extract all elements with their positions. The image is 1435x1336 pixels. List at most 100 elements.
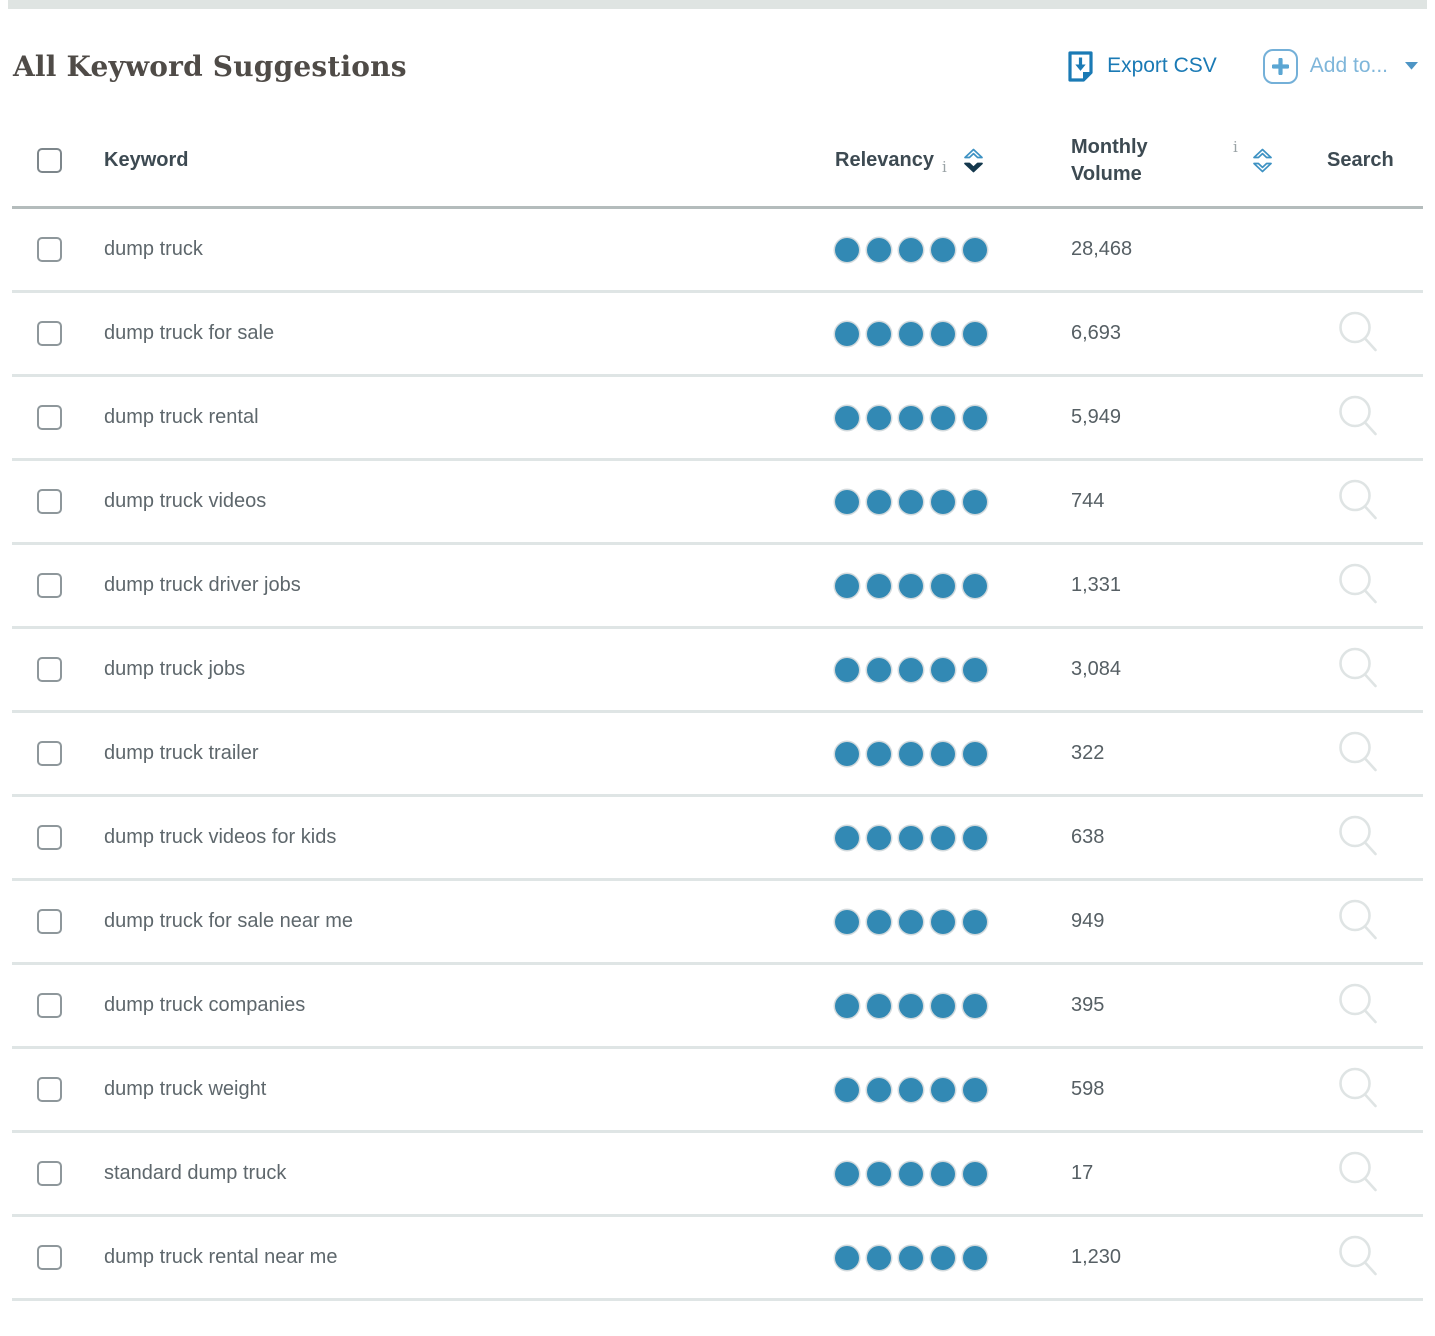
relevancy-dot	[867, 741, 891, 766]
search-keyword-button[interactable]	[1336, 730, 1380, 777]
row-checkbox[interactable]	[37, 1161, 62, 1186]
search-icon	[1339, 395, 1377, 436]
table-header-row: Keyword Relevancy i Monthly Volume i	[12, 115, 1423, 209]
keyword-label: dump truck videos for kids	[104, 826, 337, 848]
table-row: dump truck videos 744	[12, 461, 1423, 545]
relevancy-dot	[963, 909, 987, 934]
search-keyword-button[interactable]	[1336, 562, 1380, 609]
relevancy-dot	[931, 1077, 955, 1102]
monthly-volume-sort-control[interactable]	[1252, 147, 1273, 174]
table-row: dump truck companies 395	[12, 965, 1423, 1049]
search-keyword-button[interactable]	[1336, 1066, 1380, 1113]
row-checkbox[interactable]	[37, 657, 62, 682]
relevancy-dot	[931, 237, 955, 262]
search-icon	[1339, 899, 1377, 940]
relevancy-dot	[899, 993, 923, 1018]
search-keyword-button[interactable]	[1336, 982, 1380, 1029]
row-checkbox[interactable]	[37, 1077, 62, 1102]
table-body: dump truck 28,468 dump truck for sale	[12, 209, 1423, 1301]
relevancy-dot	[835, 1161, 859, 1186]
relevancy-dot	[867, 237, 891, 262]
monthly-volume-value: 17	[1071, 1162, 1094, 1184]
row-checkbox[interactable]	[37, 489, 62, 514]
search-icon	[1339, 563, 1377, 604]
search-keyword-button[interactable]	[1336, 1150, 1380, 1197]
search-column-header: Search	[1327, 149, 1394, 171]
relevancy-dot	[835, 237, 859, 262]
relevancy-dots	[835, 909, 987, 934]
relevancy-dots	[835, 237, 987, 262]
relevancy-dot	[963, 1245, 987, 1270]
relevancy-sort-control[interactable]	[963, 147, 984, 174]
search-icon	[1339, 311, 1377, 352]
search-icon	[1339, 479, 1377, 520]
table-row: dump truck for sale 6,693	[12, 293, 1423, 377]
relevancy-dot	[867, 909, 891, 934]
row-checkbox[interactable]	[37, 237, 62, 262]
search-keyword-button[interactable]	[1336, 646, 1380, 693]
monthly-volume-value: 638	[1071, 826, 1105, 848]
monthly-volume-value: 5,949	[1071, 406, 1122, 428]
relevancy-dot	[835, 741, 859, 766]
row-checkbox[interactable]	[37, 825, 62, 850]
add-to-button[interactable]: Add to...	[1262, 48, 1419, 84]
relevancy-dot	[963, 237, 987, 262]
add-to-label: Add to...	[1309, 54, 1388, 77]
relevancy-dot	[867, 489, 891, 514]
keyword-suggestions-table: Keyword Relevancy i Monthly Volume i	[12, 115, 1423, 1301]
keyword-label: dump truck weight	[104, 1078, 267, 1100]
relevancy-dot	[867, 993, 891, 1018]
row-checkbox[interactable]	[37, 321, 62, 346]
relevancy-dot	[931, 909, 955, 934]
relevancy-dots	[835, 657, 987, 682]
search-icon	[1339, 731, 1377, 772]
row-checkbox[interactable]	[37, 993, 62, 1018]
export-csv-button[interactable]: Export CSV	[1066, 50, 1217, 83]
relevancy-dot	[931, 405, 955, 430]
relevancy-dot	[835, 1077, 859, 1102]
table-row: standard dump truck 17	[12, 1133, 1423, 1217]
row-checkbox[interactable]	[37, 1245, 62, 1270]
relevancy-dot	[835, 405, 859, 430]
row-checkbox[interactable]	[37, 741, 62, 766]
row-checkbox[interactable]	[37, 405, 62, 430]
header-actions: Export CSV Add to...	[1066, 48, 1419, 84]
relevancy-dot	[867, 1161, 891, 1186]
relevancy-dot	[899, 321, 923, 346]
relevancy-dot	[867, 657, 891, 682]
monthly-volume-value: 1,230	[1071, 1246, 1122, 1268]
table-row: dump truck rental 5,949	[12, 377, 1423, 461]
keyword-label: dump truck jobs	[104, 658, 246, 680]
keyword-label: dump truck companies	[104, 994, 306, 1016]
relevancy-dot	[899, 405, 923, 430]
relevancy-info-icon[interactable]: i	[941, 157, 947, 176]
search-keyword-button[interactable]	[1336, 1234, 1380, 1281]
row-checkbox[interactable]	[37, 909, 62, 934]
relevancy-dot	[899, 573, 923, 598]
relevancy-dot	[835, 489, 859, 514]
search-icon	[1339, 647, 1377, 688]
search-keyword-button[interactable]	[1336, 898, 1380, 945]
search-keyword-button[interactable]	[1336, 310, 1380, 357]
row-checkbox[interactable]	[37, 573, 62, 598]
relevancy-dot	[899, 825, 923, 850]
relevancy-dot	[867, 405, 891, 430]
relevancy-dot	[867, 825, 891, 850]
table-row: dump truck driver jobs 1,331	[12, 545, 1423, 629]
relevancy-dots	[835, 825, 987, 850]
relevancy-dot	[835, 1245, 859, 1270]
monthly-volume-info-icon[interactable]: i	[1233, 137, 1238, 156]
relevancy-dot	[963, 489, 987, 514]
relevancy-dot	[963, 321, 987, 346]
keyword-label: dump truck rental near me	[104, 1246, 338, 1268]
relevancy-dots	[835, 321, 987, 346]
select-all-checkbox[interactable]	[37, 148, 62, 173]
chevron-down-icon	[1404, 61, 1419, 71]
search-keyword-button[interactable]	[1336, 478, 1380, 525]
monthly-volume-value: 3,084	[1071, 658, 1122, 680]
monthly-volume-value: 395	[1071, 994, 1105, 1016]
search-keyword-button[interactable]	[1336, 394, 1380, 441]
page-header: All Keyword Suggestions Export CSV Add t…	[13, 43, 1419, 89]
relevancy-dot	[963, 405, 987, 430]
search-keyword-button[interactable]	[1336, 814, 1380, 861]
